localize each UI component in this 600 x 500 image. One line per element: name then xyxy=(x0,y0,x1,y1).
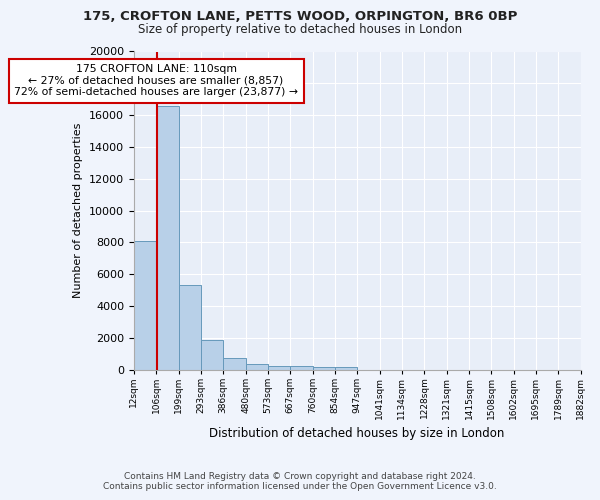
X-axis label: Distribution of detached houses by size in London: Distribution of detached houses by size … xyxy=(209,427,505,440)
Bar xyxy=(268,366,290,370)
Bar xyxy=(335,367,357,370)
Bar xyxy=(134,241,157,370)
Y-axis label: Number of detached properties: Number of detached properties xyxy=(73,123,83,298)
Bar xyxy=(313,366,335,370)
Bar xyxy=(245,364,268,370)
Bar xyxy=(223,358,245,370)
Bar xyxy=(290,366,313,370)
Text: 175 CROFTON LANE: 110sqm
← 27% of detached houses are smaller (8,857)
72% of sem: 175 CROFTON LANE: 110sqm ← 27% of detach… xyxy=(14,64,298,98)
Bar xyxy=(179,286,201,370)
Text: 175, CROFTON LANE, PETTS WOOD, ORPINGTON, BR6 0BP: 175, CROFTON LANE, PETTS WOOD, ORPINGTON… xyxy=(83,10,517,23)
Text: Contains HM Land Registry data © Crown copyright and database right 2024.: Contains HM Land Registry data © Crown c… xyxy=(124,472,476,481)
Bar xyxy=(201,340,223,370)
Text: Size of property relative to detached houses in London: Size of property relative to detached ho… xyxy=(138,22,462,36)
Text: Contains public sector information licensed under the Open Government Licence v3: Contains public sector information licen… xyxy=(103,482,497,491)
Bar xyxy=(157,106,179,370)
